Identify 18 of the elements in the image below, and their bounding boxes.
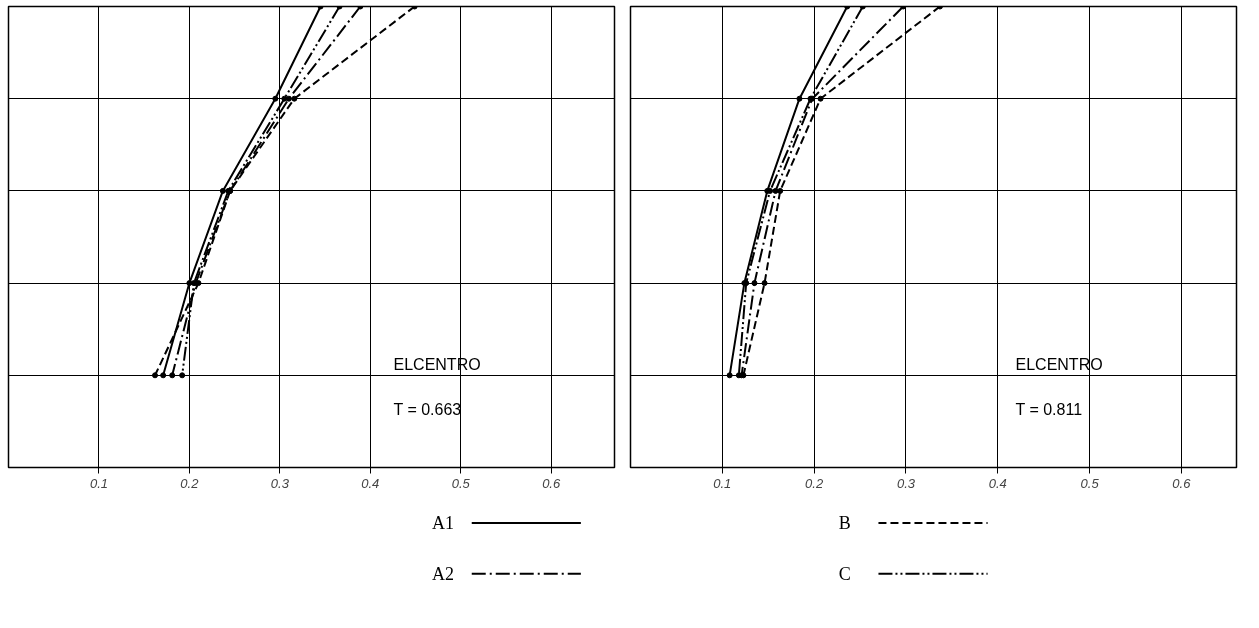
x-tick-label: 0.3 — [270, 475, 290, 491]
x-tick-label: 0.1 — [89, 475, 108, 491]
x-tick-label: 0.1 — [713, 475, 732, 491]
annotation: T = 0.811 — [1015, 400, 1083, 418]
text: A1 — [432, 513, 455, 534]
text: A2 — [432, 563, 455, 584]
x-tick-label: 0.5 — [451, 475, 471, 491]
x-tick-label: 0.2 — [805, 475, 824, 491]
text: C — [838, 563, 851, 584]
x-tick-label: 0.6 — [1172, 475, 1192, 491]
text: B — [838, 513, 851, 534]
x-tick-label: 0.4 — [988, 475, 1007, 491]
x-tick-label: 0.6 — [542, 475, 561, 491]
annotation: T = 0.663 — [393, 400, 462, 418]
x-tick-label: 0.3 — [896, 475, 916, 491]
x-tick-label: 0.2 — [180, 475, 200, 491]
x-tick-label: 0.4 — [361, 475, 380, 491]
x-tick-label: 0.5 — [1080, 475, 1100, 491]
